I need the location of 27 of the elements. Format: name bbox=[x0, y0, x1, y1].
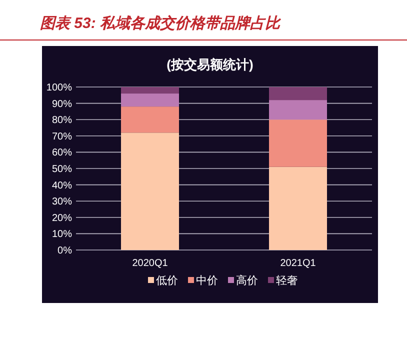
bar bbox=[269, 120, 327, 167]
y-tick-label: 10% bbox=[52, 229, 72, 240]
bar bbox=[121, 87, 179, 94]
y-tick-label: 40% bbox=[52, 180, 72, 192]
bar bbox=[121, 132, 179, 250]
chart-subtitle: (按交易额统计) bbox=[166, 57, 254, 72]
bar bbox=[269, 166, 327, 250]
y-tick-label: 0% bbox=[58, 246, 72, 256]
x-tick-label: 2020Q1 bbox=[132, 258, 168, 269]
y-tick-label: 50% bbox=[52, 164, 72, 175]
y-tick-label: 80% bbox=[52, 115, 72, 126]
y-tick-label: 90% bbox=[52, 98, 72, 110]
y-tick-label: 30% bbox=[52, 196, 72, 208]
y-tick-label: 60% bbox=[52, 148, 72, 159]
legend-label: 高价 bbox=[236, 274, 258, 287]
y-tick-label: 100% bbox=[46, 82, 72, 94]
bar bbox=[269, 87, 327, 100]
x-tick-label: 2021Q1 bbox=[280, 258, 316, 269]
bar bbox=[121, 106, 179, 133]
y-tick-label: 70% bbox=[52, 131, 72, 142]
bar bbox=[269, 100, 327, 120]
legend-label: 中价 bbox=[196, 274, 218, 287]
chart-title: 图表 53: 私域各成交价格带品牌占比 bbox=[40, 14, 282, 32]
bar bbox=[121, 94, 179, 107]
legend-label: 低价 bbox=[156, 275, 178, 287]
y-tick-label: 20% bbox=[52, 212, 72, 224]
legend-label: 轻奢 bbox=[276, 275, 298, 287]
